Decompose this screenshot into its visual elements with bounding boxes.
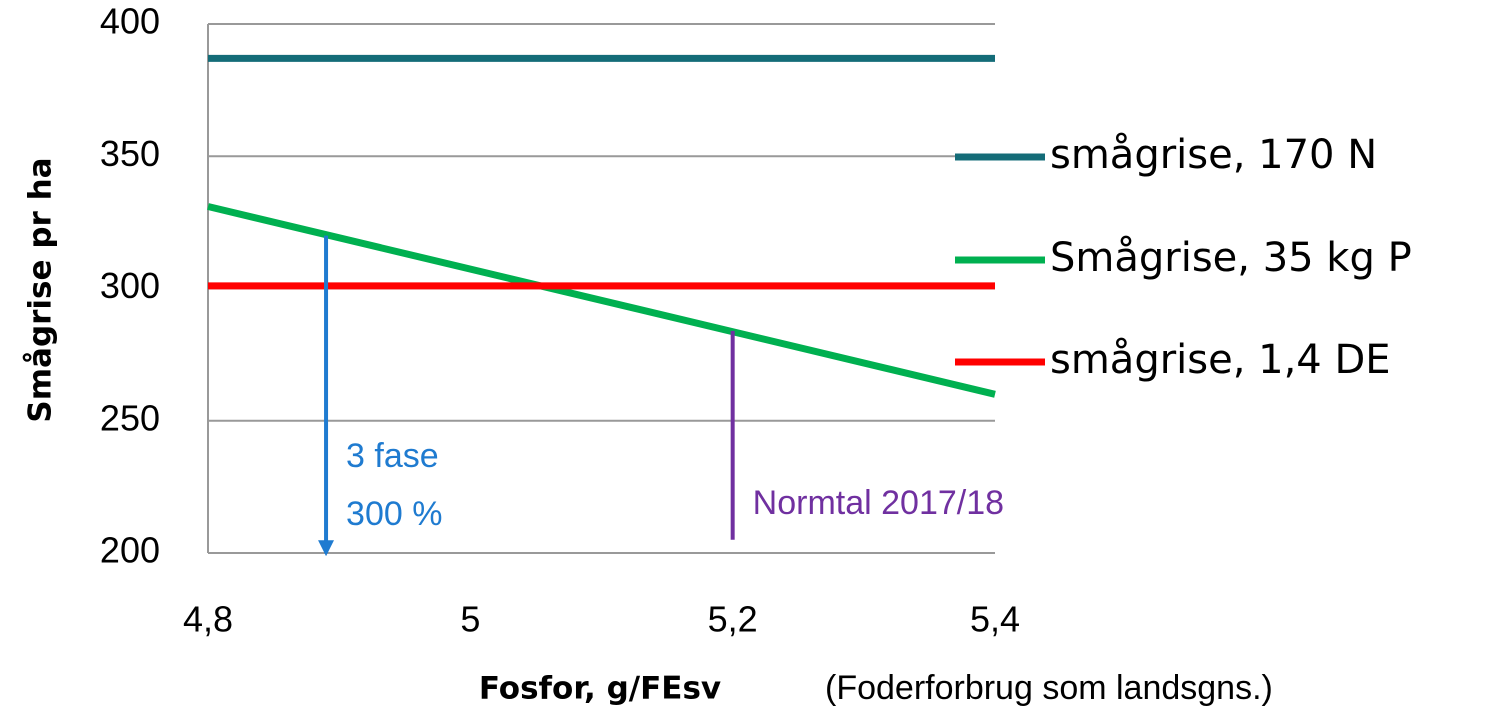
y-tick-label: 250 (100, 397, 160, 438)
x-tick-label: 5 (460, 599, 480, 640)
x-tick-label: 5,2 (708, 599, 758, 640)
legend-label: Smågrise, 35 kg P (1050, 235, 1412, 281)
y-axis-title: Smågrise pr ha (23, 157, 59, 422)
x-axis-title: Fosfor, g/FEsv (479, 671, 721, 707)
x-tick-label: 4,8 (183, 599, 233, 640)
y-tick-label: 300 (100, 265, 160, 306)
x-tick-label: 5,4 (970, 599, 1020, 640)
series-line (207, 203, 996, 398)
y-tick-label: 400 (100, 1, 160, 42)
annotation-text: 3 fase (346, 437, 439, 475)
annotation-text: Normtal 2017/18 (753, 484, 1004, 522)
x-axis-note: (Foderforbrug som landsgns.) (825, 669, 1273, 707)
y-tick-label: 200 (100, 530, 160, 571)
legend-label: smågrise, 1,4 DE (1050, 337, 1391, 383)
legend-label: smågrise, 170 N (1050, 132, 1377, 178)
y-tick-label: 350 (100, 133, 160, 174)
annotation-text: 300 % (346, 495, 442, 533)
